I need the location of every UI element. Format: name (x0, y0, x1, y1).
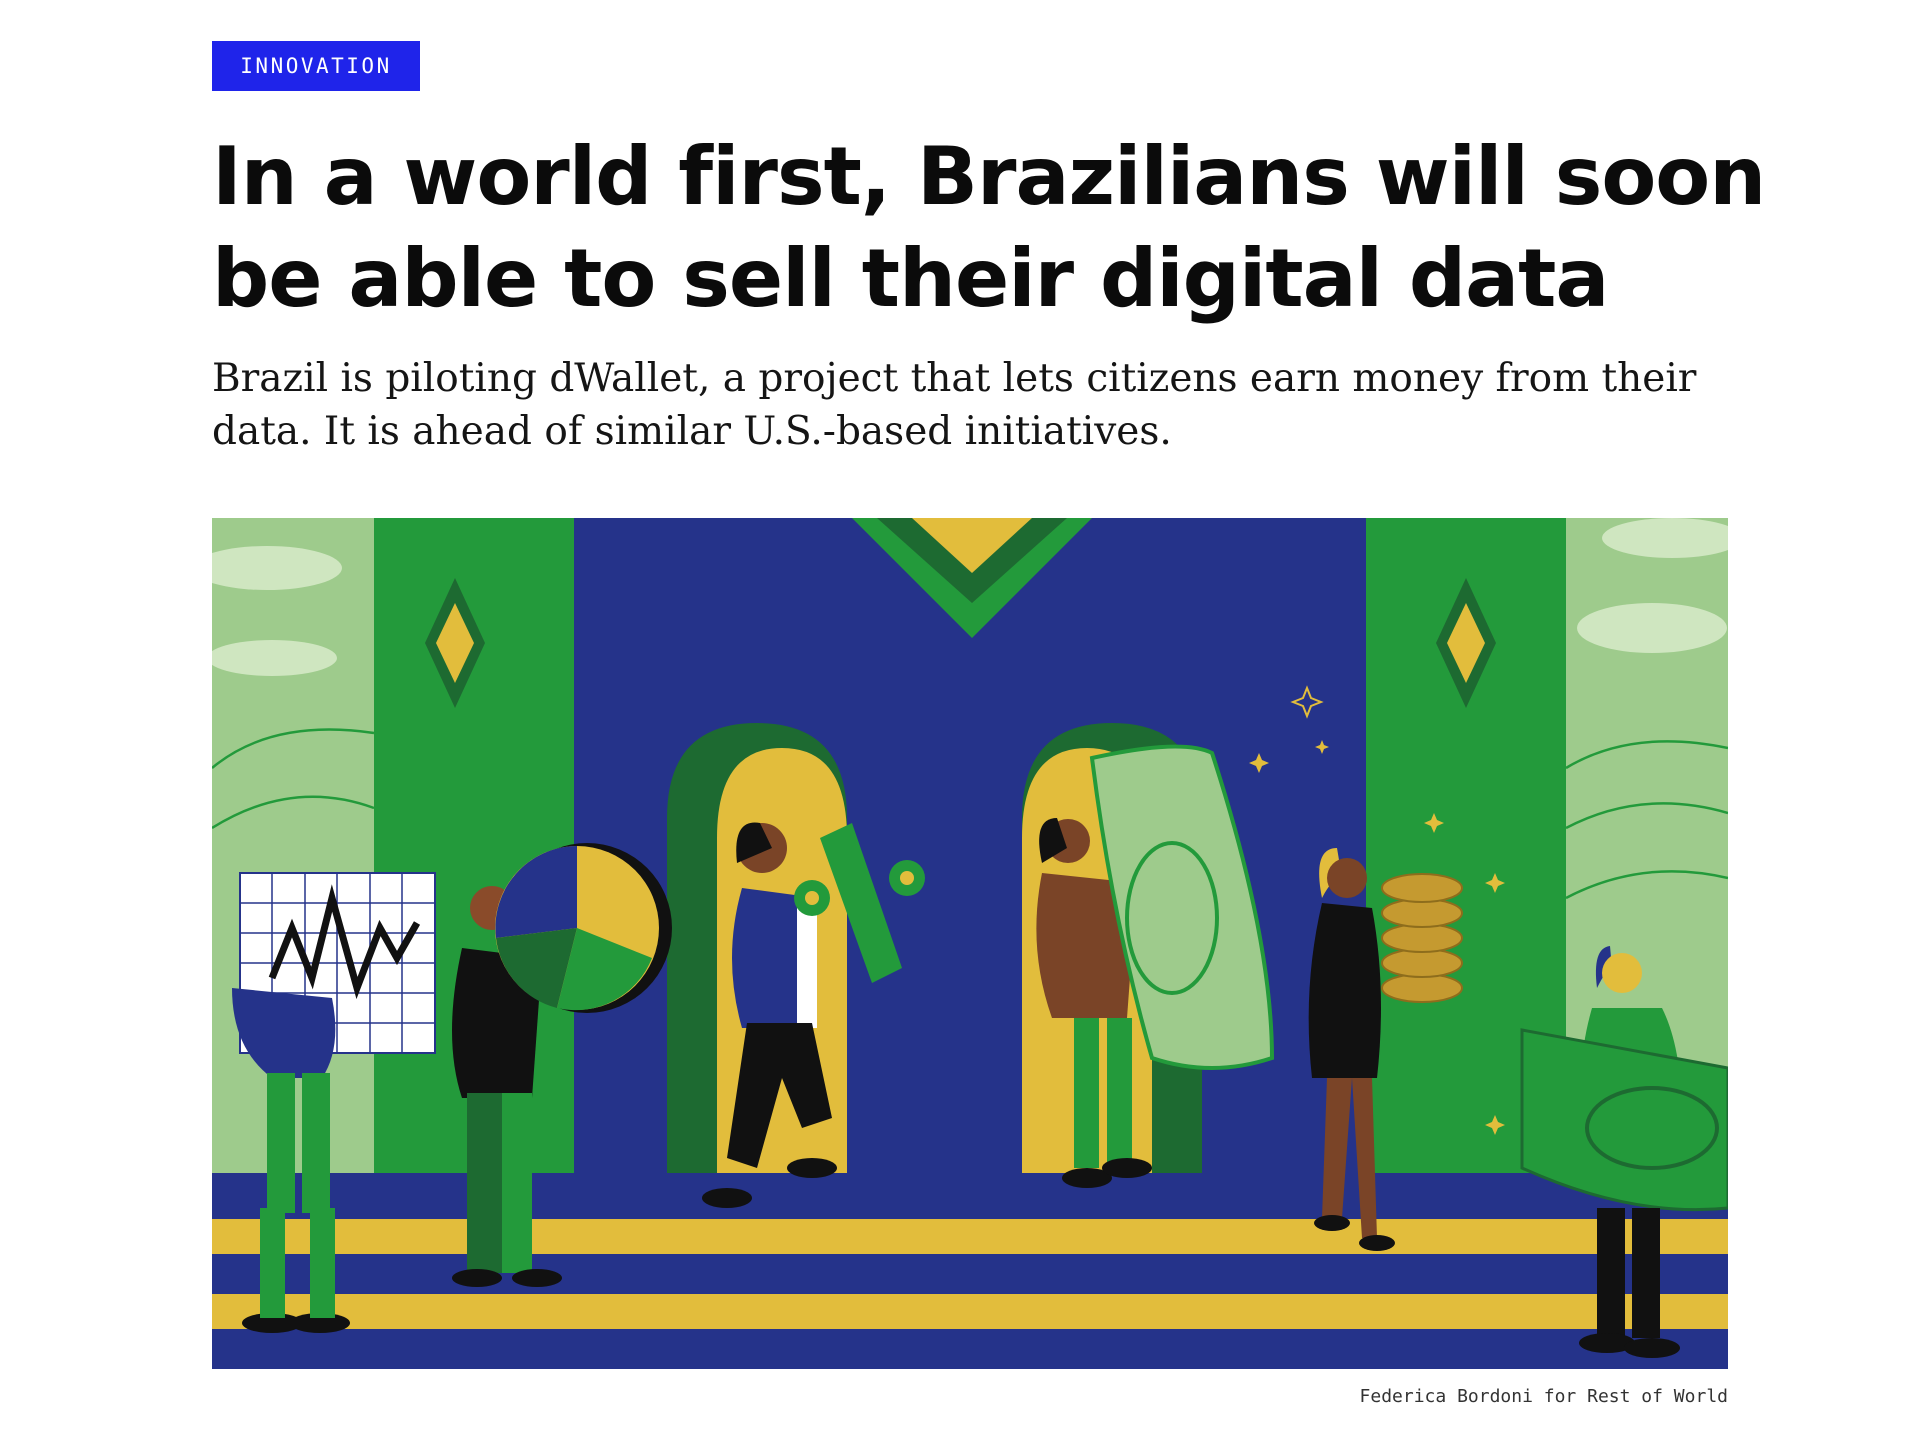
headline: In a world first, Brazilians will soon b… (212, 130, 1766, 325)
image-credit: Federica Bordoni for Rest of World (1359, 1386, 1728, 1407)
hero-illustration (212, 518, 1728, 1369)
category-tag[interactable]: INNOVATION (212, 41, 420, 91)
subheadline: Brazil is piloting dWallet, a project th… (212, 356, 1697, 454)
